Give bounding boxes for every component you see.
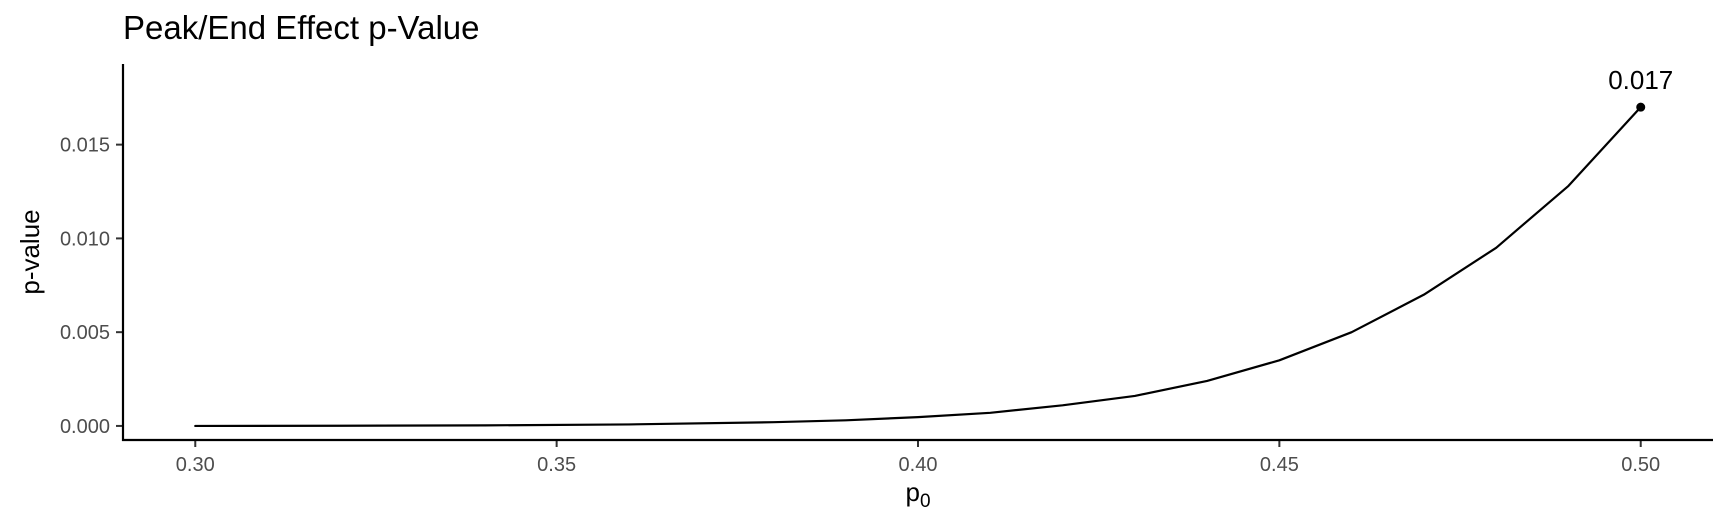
y-axis-title: p-value xyxy=(15,209,45,294)
y-tick-label: 0.015 xyxy=(60,135,110,157)
highlight-layer: 0.017 xyxy=(1608,65,1673,112)
chart-title: Peak/End Effect p-Value xyxy=(123,9,480,46)
x-tick-label: 0.35 xyxy=(537,454,576,476)
x-tick-label: 0.45 xyxy=(1260,454,1299,476)
series-layer xyxy=(194,106,1642,428)
x-tick-label: 0.30 xyxy=(176,454,215,476)
x-axis-title-subscript: 0 xyxy=(920,491,931,512)
y-tick-label: 0.000 xyxy=(60,416,110,438)
x-axis: 0.30 0.35 0.40 0.45 0.50 xyxy=(176,440,1660,476)
y-tick-label: 0.005 xyxy=(60,322,110,344)
highlight-point xyxy=(1636,102,1646,112)
series-line xyxy=(194,106,1642,428)
x-axis-title: p0 xyxy=(905,477,930,512)
x-tick-label: 0.40 xyxy=(899,454,938,476)
y-axis: 0.000 0.005 0.010 0.015 xyxy=(60,135,123,438)
y-tick-label: 0.010 xyxy=(60,228,110,250)
x-tick-label: 0.50 xyxy=(1621,454,1660,476)
highlight-point-label: 0.017 xyxy=(1608,65,1673,95)
